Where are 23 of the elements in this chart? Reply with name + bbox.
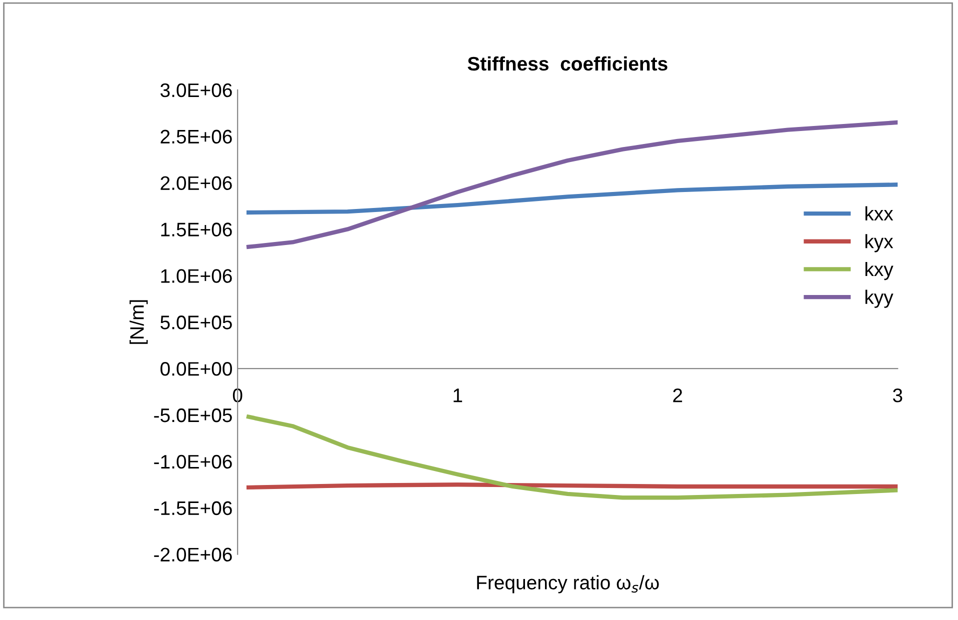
- legend-label: kxx: [865, 206, 894, 220]
- y-tick-label: -5.0E+05: [154, 408, 232, 422]
- y-tick-label: 0.0E+00: [160, 362, 232, 376]
- chart-title: Stiffness coefficients: [468, 56, 668, 71]
- y-tick-label: 1.5E+06: [161, 222, 232, 236]
- y-tick-label: 2.0E+06: [160, 176, 232, 190]
- x-tick-label: 2: [673, 388, 682, 402]
- legend-label: kyx: [865, 234, 894, 252]
- y-tick-label: 2.5E+06: [160, 130, 232, 144]
- x-tick-label: 3: [892, 388, 902, 402]
- line-series: [246, 414, 898, 500]
- x-axis-title: Frequency ratio ω$_{s}$/ω: [477, 575, 659, 594]
- y-tick-label: -1.5E+06: [154, 501, 232, 516]
- y-axis-title: [N/m]: [130, 300, 148, 344]
- y-tick-label: 3.0E+06: [160, 83, 232, 98]
- y-tick-label: -2.0E+06: [154, 548, 232, 562]
- legend-label: kyy: [865, 290, 894, 308]
- x-tick-label: 1: [454, 388, 462, 402]
- x-tick-label: 0: [232, 388, 242, 402]
- y-tick-label: -1.0E+06: [154, 454, 232, 469]
- y-tick-label: 5.0E+05: [160, 316, 232, 330]
- y-tick-label: 1.0E+06: [161, 269, 232, 283]
- legend-label: kxy: [865, 262, 894, 280]
